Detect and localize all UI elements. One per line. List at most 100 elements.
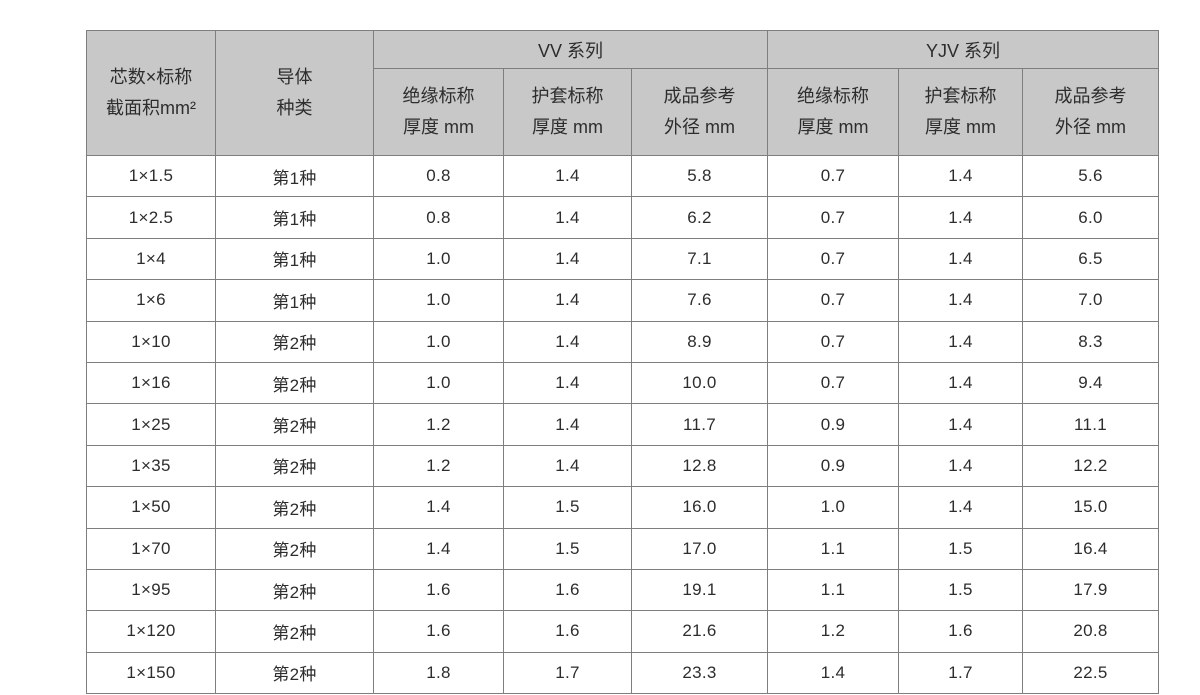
cell: 8.3 bbox=[1022, 320, 1159, 363]
cell: 8.9 bbox=[631, 320, 768, 363]
cell: 1×95 bbox=[86, 568, 216, 612]
cell: 1.6 bbox=[503, 568, 632, 612]
cell: 1.5 bbox=[503, 527, 632, 570]
cell: 1.5 bbox=[898, 568, 1023, 612]
cell: 10.0 bbox=[631, 361, 768, 405]
cell: 1.6 bbox=[373, 610, 504, 653]
header-core-size-line1: 芯数×标称 bbox=[109, 66, 193, 87]
cell: 7.0 bbox=[1022, 279, 1159, 322]
cell: 第2种 bbox=[215, 610, 374, 653]
cell: 1.2 bbox=[373, 403, 504, 446]
cell: 20.8 bbox=[1022, 610, 1159, 653]
sub-header-row: 绝缘标称 厚度 mm 护套标称 厚度 mm 成品参考 外径 mm 绝缘标称 厚度… bbox=[87, 68, 1159, 156]
cell: 1×1.5 bbox=[86, 154, 216, 198]
cell: 1.4 bbox=[503, 444, 632, 488]
cell: 1×70 bbox=[86, 527, 216, 570]
cell: 1.6 bbox=[503, 610, 632, 653]
header-line: 成品参考 bbox=[663, 85, 736, 106]
table-body: 1×1.5 第1种 0.8 1.4 5.8 0.7 1.4 5.6 1×2.5 第1种 0.8 1.4… bbox=[86, 154, 1159, 695]
table-row: 1×95 第2种 1.6 1.6 19.1 1.1 1.5 17.9 bbox=[86, 568, 1159, 612]
cell: 5.6 bbox=[1022, 154, 1159, 198]
cell: 6.0 bbox=[1022, 196, 1159, 239]
cell: 1.4 bbox=[767, 651, 899, 695]
cell: 0.7 bbox=[767, 196, 899, 239]
cell: 第2种 bbox=[215, 444, 374, 488]
header-line: 护套标称 bbox=[924, 85, 997, 106]
cell: 0.7 bbox=[767, 237, 899, 281]
cell: 第2种 bbox=[215, 568, 374, 612]
header-core-size: 芯数×标称 截面积mm² bbox=[86, 30, 216, 156]
cell: 0.7 bbox=[767, 279, 899, 322]
header-line: 护套标称 bbox=[531, 85, 604, 106]
header-vv-series: VV 系列 bbox=[373, 30, 768, 69]
table-row: 1×120 第2种 1.6 1.6 21.6 1.2 1.6 20.8 bbox=[86, 610, 1159, 653]
cell: 1.4 bbox=[898, 444, 1023, 488]
header-yjv-outer-diameter: 成品参考 外径 mm bbox=[1022, 68, 1159, 156]
cell: 1.4 bbox=[503, 361, 632, 405]
table-row: 1×10 第2种 1.0 1.4 8.9 0.7 1.4 8.3 bbox=[86, 320, 1159, 363]
cell: 1.0 bbox=[373, 320, 504, 363]
cell: 第1种 bbox=[215, 154, 374, 198]
cell: 1.1 bbox=[767, 568, 899, 612]
cell: 1×25 bbox=[86, 403, 216, 446]
cell: 1.4 bbox=[373, 486, 504, 529]
header-line: 厚度 mm bbox=[797, 117, 869, 137]
cell: 1×150 bbox=[86, 651, 216, 695]
table-row: 1×25 第2种 1.2 1.4 11.7 0.9 1.4 11.1 bbox=[86, 403, 1159, 446]
cell: 1.5 bbox=[898, 527, 1023, 570]
cell: 16.4 bbox=[1022, 527, 1159, 570]
cell: 1.4 bbox=[503, 279, 632, 322]
cell: 第2种 bbox=[215, 320, 374, 363]
cell: 1.2 bbox=[767, 610, 899, 653]
cell: 第1种 bbox=[215, 279, 374, 322]
cell: 第1种 bbox=[215, 237, 374, 281]
cell: 17.0 bbox=[631, 527, 768, 570]
cell: 7.1 bbox=[631, 237, 768, 281]
cell: 1.4 bbox=[503, 403, 632, 446]
table-row: 1×2.5 第1种 0.8 1.4 6.2 0.7 1.4 6.0 bbox=[86, 196, 1159, 239]
header-line: 绝缘标称 bbox=[402, 85, 475, 106]
header-yjv-sheath-thickness: 护套标称 厚度 mm bbox=[898, 68, 1023, 156]
cell: 第2种 bbox=[215, 486, 374, 529]
cell: 5.8 bbox=[631, 154, 768, 198]
cell: 7.6 bbox=[631, 279, 768, 322]
table-row: 1×150 第2种 1.8 1.7 23.3 1.4 1.7 22.5 bbox=[86, 651, 1159, 695]
cell: 21.6 bbox=[631, 610, 768, 653]
header-line: 厚度 mm bbox=[403, 117, 474, 137]
cell: 0.7 bbox=[767, 154, 899, 198]
header-conductor-type: 导体 种类 bbox=[215, 30, 374, 156]
cell: 1.4 bbox=[898, 196, 1023, 239]
cell: 1.2 bbox=[373, 444, 504, 488]
header-line: 绝缘标称 bbox=[797, 85, 869, 106]
cell: 0.8 bbox=[373, 154, 504, 198]
cell: 第2种 bbox=[215, 403, 374, 446]
header-vv-insulation-thickness: 绝缘标称 厚度 mm bbox=[373, 68, 504, 156]
cell: 1×10 bbox=[86, 320, 216, 363]
table-row: 1×70 第2种 1.4 1.5 17.0 1.1 1.5 16.4 bbox=[86, 527, 1159, 570]
cell: 12.2 bbox=[1022, 444, 1159, 488]
table-header: 芯数×标称 截面积mm² 导体 种类 VV 系列 YJV 系列 绝缘标称 厚度 … bbox=[86, 30, 1159, 156]
header-line: 厚度 mm bbox=[925, 117, 996, 137]
cell: 1.7 bbox=[503, 651, 632, 695]
cell: 0.7 bbox=[767, 320, 899, 363]
cell: 1.5 bbox=[503, 486, 632, 529]
table-row: 1×6 第1种 1.0 1.4 7.6 0.7 1.4 7.0 bbox=[86, 279, 1159, 322]
header-line: 外径 mm bbox=[664, 117, 735, 137]
cell: 1.6 bbox=[373, 568, 504, 612]
cell: 第1种 bbox=[215, 196, 374, 239]
cell: 1.4 bbox=[898, 486, 1023, 529]
header-yjv-series: YJV 系列 bbox=[767, 30, 1159, 69]
table-row: 1×35 第2种 1.2 1.4 12.8 0.9 1.4 12.2 bbox=[86, 444, 1159, 488]
cell: 23.3 bbox=[631, 651, 768, 695]
cell: 1.4 bbox=[503, 320, 632, 363]
cell: 1×6 bbox=[86, 279, 216, 322]
cell: 1×35 bbox=[86, 444, 216, 488]
header-yjv-insulation-thickness: 绝缘标称 厚度 mm bbox=[767, 68, 899, 156]
cell: 1.0 bbox=[373, 279, 504, 322]
cell: 1×120 bbox=[86, 610, 216, 653]
cell: 0.7 bbox=[767, 361, 899, 405]
cell: 1.8 bbox=[373, 651, 504, 695]
cell: 16.0 bbox=[631, 486, 768, 529]
cell: 1.4 bbox=[898, 320, 1023, 363]
cell: 1×2.5 bbox=[86, 196, 216, 239]
